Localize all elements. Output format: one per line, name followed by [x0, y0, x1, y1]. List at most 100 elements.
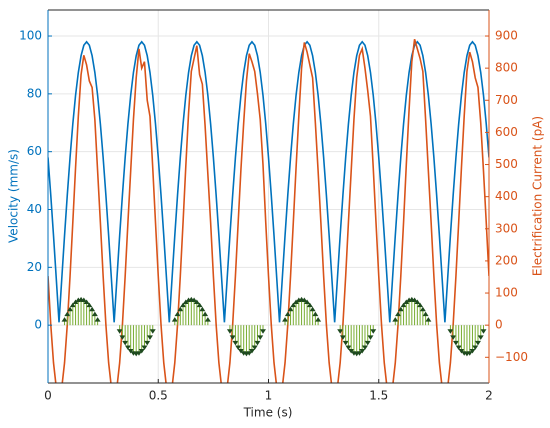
stem-marker [199, 306, 206, 312]
stem-marker [124, 345, 131, 350]
stem-marker [477, 335, 484, 340]
y-axis-label: Velocity (mm/s) [7, 149, 21, 243]
stem-marker [342, 340, 349, 346]
stem-marker [312, 311, 319, 317]
y2-tick-label: 900 [495, 29, 518, 43]
stem-marker [229, 335, 236, 340]
stem-marker [177, 306, 184, 312]
stem-marker [246, 351, 253, 356]
stem-marker [146, 335, 153, 340]
stem-marker [127, 348, 134, 354]
y-tick-label: 60 [27, 144, 42, 158]
stem-marker [69, 302, 76, 308]
stem-marker [397, 306, 404, 312]
x-tick-label: 0.5 [149, 389, 168, 403]
stem-marker [64, 311, 71, 317]
stem-marker [469, 348, 476, 354]
stem-marker [364, 340, 371, 346]
stem-marker [135, 351, 142, 356]
stem-marker [287, 306, 294, 312]
stem-marker [304, 299, 311, 304]
stem-marker [80, 297, 87, 302]
y2-tick-label: 200 [495, 253, 518, 267]
stem-marker [149, 329, 156, 334]
stem-marker [202, 311, 209, 317]
stem-marker [356, 351, 363, 356]
stem-marker [417, 302, 424, 308]
stem-marker [259, 329, 266, 334]
stem-marker [359, 348, 366, 354]
stem-marker [337, 329, 344, 334]
stem-marker [119, 335, 126, 340]
stem-marker [345, 345, 352, 350]
stem-marker [290, 302, 297, 308]
stem-marker [425, 317, 432, 322]
stem-marker [94, 317, 101, 322]
stem-marker [447, 329, 454, 334]
y2-tick-label: −100 [495, 350, 528, 364]
stem-marker [193, 299, 200, 304]
stem-marker [282, 317, 289, 322]
x-tick-label: 0 [44, 389, 52, 403]
stem-marker [309, 306, 316, 312]
stem-marker [191, 297, 198, 302]
stem-marker [422, 311, 429, 317]
y2-tick-label: 300 [495, 221, 518, 235]
x-tick-label: 1.5 [369, 389, 388, 403]
stem-marker [257, 335, 264, 340]
stem-marker [251, 345, 258, 350]
stem-marker [452, 340, 459, 346]
y2-tick-label: 100 [495, 286, 518, 300]
stem-marker [144, 340, 151, 346]
y2-tick-label: 400 [495, 189, 518, 203]
stem-marker [61, 317, 68, 322]
stem-marker [395, 311, 402, 317]
stem-marker [474, 340, 481, 346]
stem-marker [348, 348, 355, 354]
stem-marker [237, 348, 244, 354]
y2-tick-label: 800 [495, 61, 518, 75]
x-tick-label: 1 [265, 389, 273, 403]
stem-marker [480, 329, 487, 334]
y-tick-label: 80 [27, 86, 42, 100]
stem-marker [392, 317, 399, 322]
stem-marker [248, 348, 255, 354]
stem-marker [204, 317, 211, 322]
stem-marker [458, 348, 465, 354]
stem-marker [67, 306, 74, 312]
x-tick-label: 2 [485, 389, 493, 403]
plot-area [48, 39, 489, 383]
stem-marker [315, 317, 322, 322]
stem-marker [450, 335, 457, 340]
y-tick-label: 20 [27, 260, 42, 274]
stem-marker [419, 306, 426, 312]
stem-marker [116, 329, 123, 334]
stem-marker [174, 311, 181, 317]
y2-axis-label: Electrification Current (pA) [531, 116, 545, 276]
stem-marker [83, 299, 90, 304]
stem-marker [361, 345, 368, 350]
stem-marker [180, 302, 187, 308]
y-tick-label: 40 [27, 202, 42, 216]
stem-marker [138, 348, 145, 354]
stem-marker [284, 311, 291, 317]
stem-marker [301, 297, 308, 302]
stem-marker [226, 329, 233, 334]
stem-marker [232, 340, 239, 346]
stem-marker [466, 351, 473, 356]
stem-marker [141, 345, 148, 350]
stem-marker [89, 306, 96, 312]
y2-tick-label: 0 [495, 318, 503, 332]
y2-tick-label: 600 [495, 125, 518, 139]
stem-marker [254, 340, 261, 346]
stem-marker [414, 299, 421, 304]
stem-marker [235, 345, 242, 350]
stem-marker [171, 317, 178, 322]
stem-marker [472, 345, 479, 350]
stem-marker [339, 335, 346, 340]
stem-marker [91, 311, 98, 317]
y2-tick-label: 500 [495, 157, 518, 171]
y2-tick-label: 700 [495, 93, 518, 107]
stem-marker [306, 302, 313, 308]
